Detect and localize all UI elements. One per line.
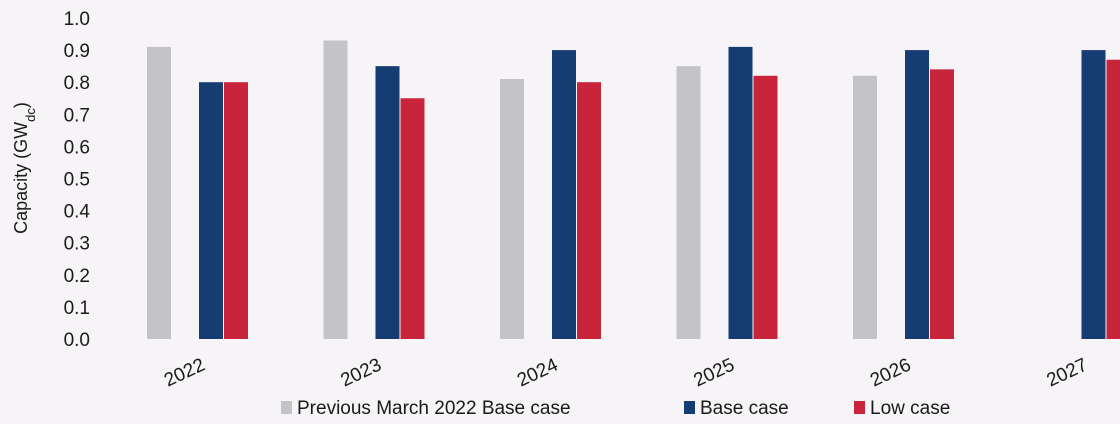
bar-base-case-2027: [1081, 50, 1106, 339]
bar-low-case-2022: [224, 82, 248, 339]
bar-low-case-2027: [1106, 59, 1120, 339]
y-tick-label: 0.1: [64, 298, 90, 319]
bar-base-case-2022: [199, 82, 223, 339]
bar-low-case-2024: [577, 82, 601, 339]
bar-low-case-2026: [930, 69, 954, 340]
x-tick-label: 2024: [514, 354, 562, 391]
x-tick-labels: 2022 2023 2024 2025 2026 2027: [161, 354, 1091, 391]
legend-swatch: [854, 401, 865, 414]
x-tick-label: 2026: [867, 355, 914, 392]
legend-label: Base case: [700, 398, 789, 419]
x-tick-label: 2025: [691, 355, 738, 392]
y-tick-label: 0.6: [64, 137, 90, 158]
bar-low-case-2025: [753, 75, 778, 339]
bars: [147, 40, 1120, 340]
legend: Previous March 2022 Base case Base case Lo…: [281, 398, 950, 419]
bar-previous-march-2022-base-case-2024: [500, 78, 524, 340]
bar-base-case-2023: [375, 66, 400, 340]
y-tick-label: 0.7: [64, 105, 90, 126]
y-tick-label: 0.3: [64, 234, 90, 255]
legend-label: Previous March 2022 Base case: [297, 398, 571, 419]
x-tick-label: 2027: [1044, 355, 1091, 392]
svg-text:Capacity (GWdc): Capacity (GWdc): [11, 102, 38, 234]
y-tick-label: 1.0: [64, 9, 90, 30]
bar-base-case-2024: [552, 50, 576, 339]
bar-base-case-2025: [728, 46, 753, 339]
y-axis-title: Capacity (GWdc): [11, 102, 38, 234]
legend-swatch: [281, 401, 292, 414]
bar-low-case-2023: [400, 98, 425, 339]
y-tick-label: 0.5: [64, 170, 90, 191]
y-tick-label: 0.2: [64, 266, 90, 287]
bar-previous-march-2022-base-case-2026: [853, 75, 877, 339]
y-tick-label: 0.8: [64, 73, 90, 94]
y-axis-title-main: Capacity (GW: [11, 122, 31, 234]
y-tick-label: 0.4: [64, 202, 91, 223]
legend-swatch: [684, 401, 695, 414]
bar-base-case-2026: [905, 50, 929, 339]
y-axis-title-sub: dc: [23, 108, 38, 122]
x-tick-label: 2022: [161, 355, 208, 392]
y-axis-title-suffix: ): [11, 102, 31, 108]
bar-previous-march-2022-base-case-2023: [323, 40, 348, 339]
bar-previous-march-2022-base-case-2022: [147, 46, 171, 339]
y-tick-labels: 0.0 0.1 0.2 0.3 0.4 0.5 0.6 0.7 0.8 0.9 1.0: [64, 9, 91, 351]
legend-label: Low case: [870, 398, 950, 419]
bar-previous-march-2022-base-case-2025: [676, 66, 701, 340]
y-tick-label: 0.9: [64, 41, 90, 62]
x-tick-label: 2023: [338, 355, 385, 392]
y-tick-label: 0.0: [64, 330, 90, 351]
